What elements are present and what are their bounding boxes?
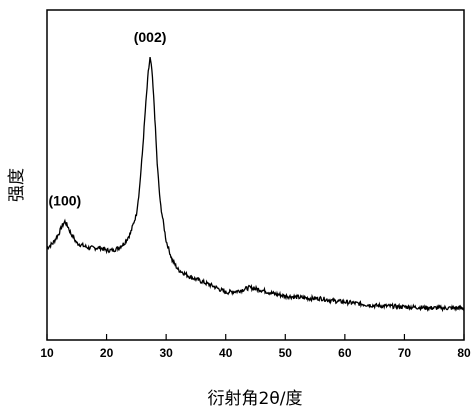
- x-tick-marks: [46, 334, 465, 340]
- peak-annotation: (100): [49, 192, 82, 208]
- x-tick-label: 60: [338, 346, 352, 360]
- plot-frame: [46, 9, 465, 341]
- plot-frame-group: [46, 9, 465, 341]
- x-tick-label: 20: [100, 346, 114, 360]
- x-tick-label: 70: [398, 346, 412, 360]
- x-tick-label: 30: [159, 346, 173, 360]
- annotation-layer: (100) (002): [49, 29, 167, 208]
- x-axis-title: 衍射角2θ/度: [208, 389, 303, 409]
- y-axis-title: 强度: [7, 168, 27, 202]
- x-tick-label: 40: [219, 346, 233, 360]
- x-tick-label: 80: [457, 346, 471, 360]
- xrd-series-line: [46, 57, 465, 313]
- peak-annotation: (002): [134, 29, 167, 45]
- series-layer: [46, 57, 465, 313]
- x-tick-labels: 10 20 30 40 50 60 70 80: [40, 346, 471, 360]
- x-tick-label: 50: [279, 346, 293, 360]
- x-tick-label: 10: [40, 346, 54, 360]
